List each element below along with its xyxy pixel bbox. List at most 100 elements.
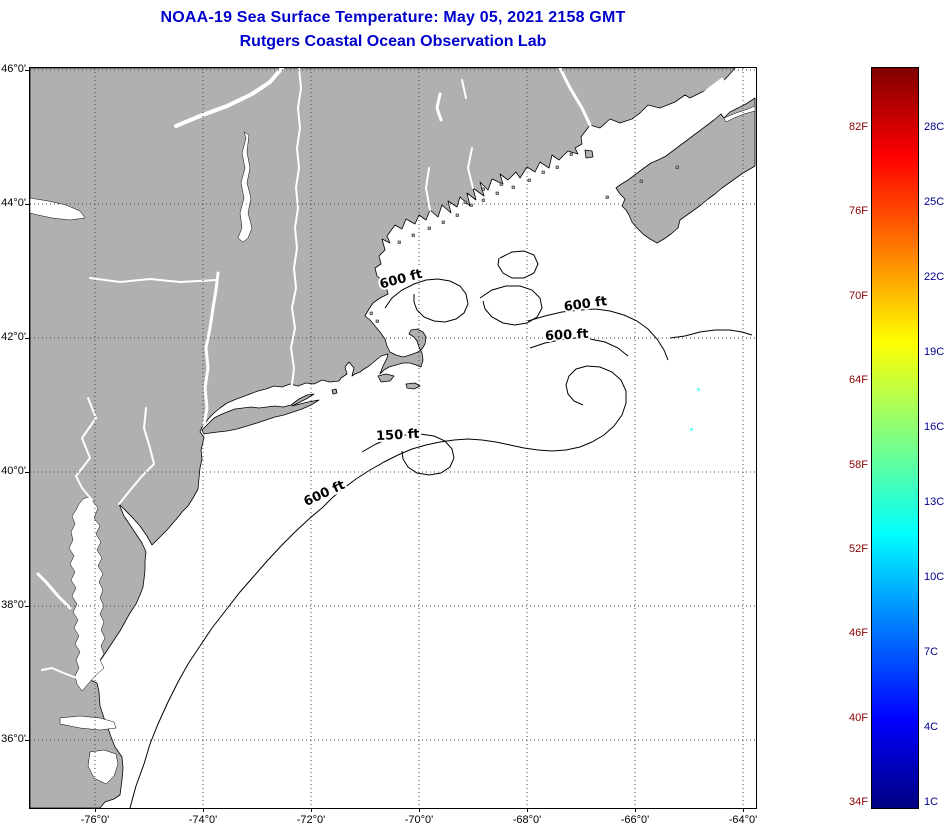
water-delaware-river	[118, 407, 156, 505]
fahrenheit-scale-label: 58F	[849, 458, 868, 471]
water-pamlico-sound	[87, 749, 119, 785]
coastal-island-dot	[511, 185, 515, 189]
map-frame: 600 ft 600 ft 600 ft 150 ft 600 ft	[29, 67, 757, 809]
contour-scotian-shelf-600ft	[669, 329, 753, 339]
celsius-scale-label: 4C	[924, 721, 939, 733]
water-chignecto-bay	[693, 78, 724, 103]
celsius-scale-label: 13C	[924, 496, 944, 508]
water-potomac-river	[36, 572, 72, 610]
fahrenheit-scale-label: 34F	[849, 796, 868, 808]
contour-label: 150 ft	[376, 427, 420, 444]
celsius-scale-label: 7C	[924, 646, 939, 658]
land-mainland	[30, 68, 736, 808]
water-st-lawrence-river	[174, 68, 284, 128]
axis-tick	[527, 808, 528, 812]
temperature-colorbar	[871, 67, 919, 809]
coastal-island-dot	[441, 220, 445, 224]
celsius-scale-label: 10C	[924, 571, 944, 583]
water-penobscot-river	[466, 147, 474, 189]
land-block-island	[331, 388, 338, 395]
coastal-island-dot	[375, 319, 379, 323]
water-kennebec-river	[424, 167, 431, 211]
coastal-island-dot	[411, 233, 415, 237]
contour-nantucket-shoals-150ft	[361, 433, 455, 476]
coastal-island-dot	[455, 213, 459, 217]
contour-label: 600 ft	[545, 327, 589, 344]
latitude-label: 38°0'	[1, 599, 26, 611]
sst-data-speck	[690, 428, 693, 431]
axis-tick	[743, 808, 744, 812]
coastal-island-dot	[495, 191, 499, 195]
coastal-island-dot	[427, 226, 431, 230]
contour-shelf-break-600ft	[129, 365, 627, 808]
water-st-john-river	[558, 68, 592, 127]
contour-browns-bank-600ft	[529, 337, 629, 357]
fahrenheit-scale-label: 46F	[849, 627, 868, 640]
coastal-island-dot	[527, 178, 531, 182]
page-subtitle: Rutgers Coastal Ocean Observation Lab	[239, 33, 547, 50]
axis-tick	[25, 472, 29, 473]
celsius-scale-label: 16C	[924, 421, 944, 433]
longitude-label: -74°0'	[188, 814, 218, 826]
water-susquehanna-river	[74, 397, 98, 501]
contour-northeast-channel-600ft	[527, 308, 669, 361]
latitude-label: 40°0'	[1, 465, 26, 477]
longitude-label: -76°0'	[80, 814, 110, 826]
water-maine-lake	[461, 79, 467, 99]
contour-jordan-basin-600ft	[479, 285, 543, 326]
axis-tick	[25, 740, 29, 741]
fahrenheit-scale-label: 70F	[849, 289, 868, 302]
axis-tick	[25, 204, 29, 205]
fahrenheit-scale-label: 64F	[849, 374, 868, 387]
coastal-island-dot	[397, 240, 401, 244]
longitude-label: -64°0'	[728, 814, 758, 826]
water-albemarle-sound	[59, 715, 117, 731]
page-title: NOAA-19 Sea Surface Temperature: May 05,…	[160, 9, 626, 26]
contour-label: 600 ft	[563, 294, 608, 315]
axis-tick	[25, 606, 29, 607]
water-lake-champlain	[237, 131, 253, 243]
coastal-island-dot	[555, 165, 559, 169]
latitude-label: 46°0'	[1, 63, 26, 75]
land-marthas-vineyard	[377, 373, 395, 383]
celsius-scale-label: 28C	[924, 121, 944, 133]
axis-tick	[635, 808, 636, 812]
water-james-river	[41, 666, 83, 681]
longitude-label: -66°0'	[620, 814, 650, 826]
celsius-scale-label: 22C	[924, 271, 944, 283]
coastal-island-dot	[569, 152, 573, 156]
axis-tick	[25, 338, 29, 339]
latitude-label: 44°0'	[1, 197, 26, 209]
coastal-island-dot	[639, 179, 643, 183]
land-nantucket	[405, 382, 421, 390]
coastal-island-dot	[481, 187, 485, 191]
sst-data-speck	[697, 388, 700, 391]
coastal-island-dot	[675, 165, 679, 169]
water-connecticut-river	[289, 68, 303, 386]
land-nova-scotia	[615, 97, 756, 244]
contour-label: 600 ft	[378, 267, 424, 293]
axis-tick	[203, 808, 204, 812]
longitude-label: -68°0'	[512, 814, 542, 826]
fahrenheit-scale-label: 82F	[849, 121, 868, 133]
coastal-island-dot	[605, 195, 609, 199]
water-minas-basin	[723, 105, 756, 123]
fahrenheit-scale-label: 40F	[849, 711, 868, 724]
land-long-island	[201, 393, 320, 435]
water-lake-ontario-east	[30, 197, 86, 221]
water-hudson-river	[202, 271, 220, 427]
contour-wilkinson-basin-600ft	[384, 278, 469, 323]
celsius-scale-label: 25C	[924, 196, 944, 208]
longitude-label: -70°0'	[404, 814, 434, 826]
latitude-label: 42°0'	[1, 331, 26, 343]
water-moosehead-lake	[435, 92, 443, 122]
celsius-scale-label: 1C	[924, 796, 939, 808]
coastal-island-dot	[541, 170, 545, 174]
land-grand-manan	[584, 149, 594, 159]
axis-tick	[25, 70, 29, 71]
axis-tick	[419, 808, 420, 812]
coastal-island-dot	[463, 200, 467, 204]
water-chesapeake-bay	[68, 496, 106, 692]
